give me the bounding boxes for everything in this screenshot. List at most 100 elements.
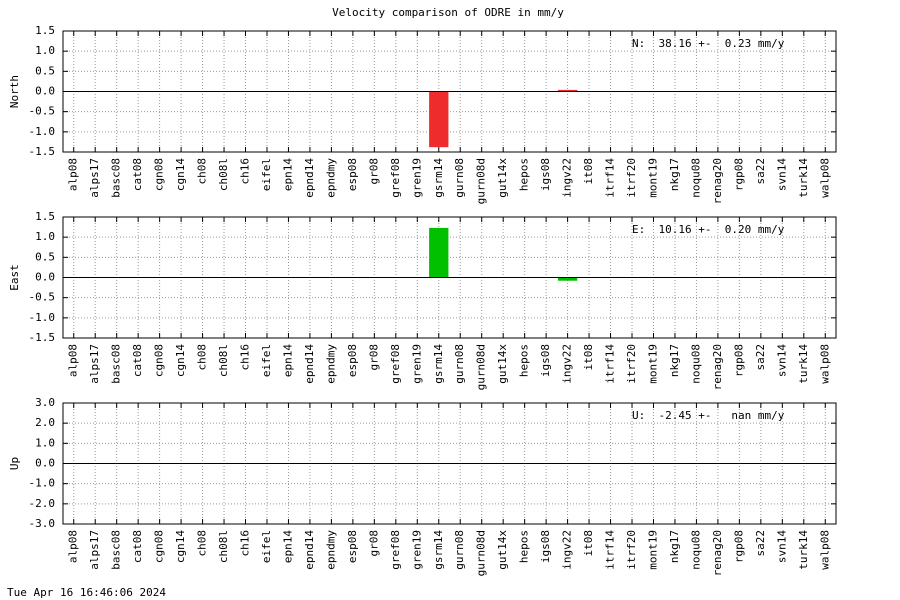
x-tick-label: hepos [518,530,531,563]
x-tick-label: ch16 [239,530,252,557]
x-tick-label: ingv22 [561,158,574,198]
x-tick-label: cgn08 [153,158,166,191]
y-tick-label: -1.0 [29,311,56,324]
x-tick-label: it08 [582,344,595,371]
x-tick-label: sa22 [754,344,767,371]
x-tick-label: gr08 [367,344,380,371]
x-tick-label: gsrm14 [432,530,445,570]
x-tick-label: gurn08 [453,158,466,198]
x-tick-label: ch08 [196,530,209,557]
x-tick-label: basc08 [110,530,123,570]
x-tick-label: ch16 [239,158,252,185]
x-tick-label: gurn08 [453,344,466,384]
x-tick-label: eifel [260,344,273,377]
x-tick-label: cgn08 [153,530,166,563]
x-tick-label: noqu08 [689,158,702,198]
x-tick-label: walp08 [818,530,831,570]
x-tick-label: svn14 [775,530,788,563]
y-tick-label: 1.5 [35,24,55,37]
y-tick-label: 0.0 [35,457,55,470]
y-axis-label: North [8,75,21,108]
x-tick-label: rgp08 [732,530,745,563]
x-tick-label: rgp08 [732,344,745,377]
y-tick-label: -0.5 [29,105,56,118]
x-tick-label: epnd14 [303,530,316,570]
x-tick-label: epnd14 [303,158,316,198]
x-tick-label: cat08 [131,158,144,191]
x-tick-label: nkg17 [668,530,681,563]
x-tick-label: ch08l [217,158,230,191]
x-tick-label: gr08 [367,158,380,185]
annotation: N: 38.16 +- 0.23 mm/y [632,37,785,50]
annotation: U: -2.45 +- nan mm/y [632,409,785,422]
y-tick-label: -3.0 [29,517,56,530]
x-tick-label: gr08 [367,530,380,557]
y-tick-label: 1.5 [35,210,55,223]
x-tick-label: alp08 [67,158,80,191]
plot-frame [62,30,837,153]
x-tick-label: alps17 [88,530,101,570]
y-axis-label: Up [8,457,21,470]
x-tick-label: epndmy [324,344,337,384]
x-tick-label: turk14 [797,530,810,570]
x-tick-label: nkg17 [668,344,681,377]
y-axis-label: East [8,264,21,291]
x-tick-label: ch08l [217,344,230,377]
x-tick-label: basc08 [110,158,123,198]
x-tick-label: sa22 [754,530,767,557]
y-tick-label: 0.5 [35,64,55,77]
x-tick-label: epndmy [324,158,337,198]
x-tick-label: epn14 [281,530,294,563]
x-tick-label: cat08 [131,344,144,377]
x-tick-label: renag20 [711,158,724,204]
x-tick-label: rgp08 [732,158,745,191]
x-tick-label: gurn08d [475,158,488,204]
x-tick-label: cgn14 [174,530,187,563]
x-tick-label: nkg17 [668,158,681,191]
x-tick-label: alp08 [67,344,80,377]
x-tick-label: mont19 [646,530,659,570]
x-tick-label: ch08 [196,344,209,371]
y-tick-label: 0.5 [35,250,55,263]
x-tick-label: sa22 [754,158,767,185]
x-tick-label: itrf20 [625,530,638,570]
x-tick-label: epnd14 [303,344,316,384]
x-tick-label: esp08 [346,158,359,191]
y-tick-label: 1.0 [35,230,55,243]
x-tick-label: eifel [260,158,273,191]
plot-frame [62,216,837,339]
x-tick-label: cgn08 [153,344,166,377]
y-tick-label: 3.0 [35,396,55,409]
y-tick-label: -1.0 [29,125,56,138]
y-tick-label: 0.0 [35,85,55,98]
x-tick-label: gren19 [410,344,423,384]
x-tick-label: renag20 [711,344,724,390]
x-tick-label: gref08 [389,158,402,198]
x-tick-label: ch16 [239,344,252,371]
x-tick-label: hepos [518,158,531,191]
y-tick-label: -1.5 [29,145,56,158]
x-tick-label: igs08 [539,344,552,377]
x-tick-label: gut14x [496,530,509,570]
x-tick-label: cgn14 [174,158,187,191]
x-tick-label: igs08 [539,158,552,191]
x-tick-label: walp08 [818,344,831,384]
y-tick-label: -1.0 [29,477,56,490]
x-tick-label: alp08 [67,530,80,563]
x-tick-label: ingv22 [561,344,574,384]
x-tick-label: noqu08 [689,530,702,570]
x-tick-label: turk14 [797,344,810,384]
x-tick-label: gurn08 [453,530,466,570]
x-tick-label: gsrm14 [432,158,445,198]
x-tick-label: esp08 [346,530,359,563]
x-tick-label: itrf14 [604,530,617,570]
x-tick-label: igs08 [539,530,552,563]
x-tick-label: eifel [260,530,273,563]
x-tick-label: epn14 [281,158,294,191]
annotation: E: 10.16 +- 0.20 mm/y [632,223,785,236]
x-tick-label: gut14x [496,158,509,198]
x-tick-label: cgn14 [174,344,187,377]
x-tick-label: it08 [582,530,595,557]
x-tick-label: basc08 [110,344,123,384]
